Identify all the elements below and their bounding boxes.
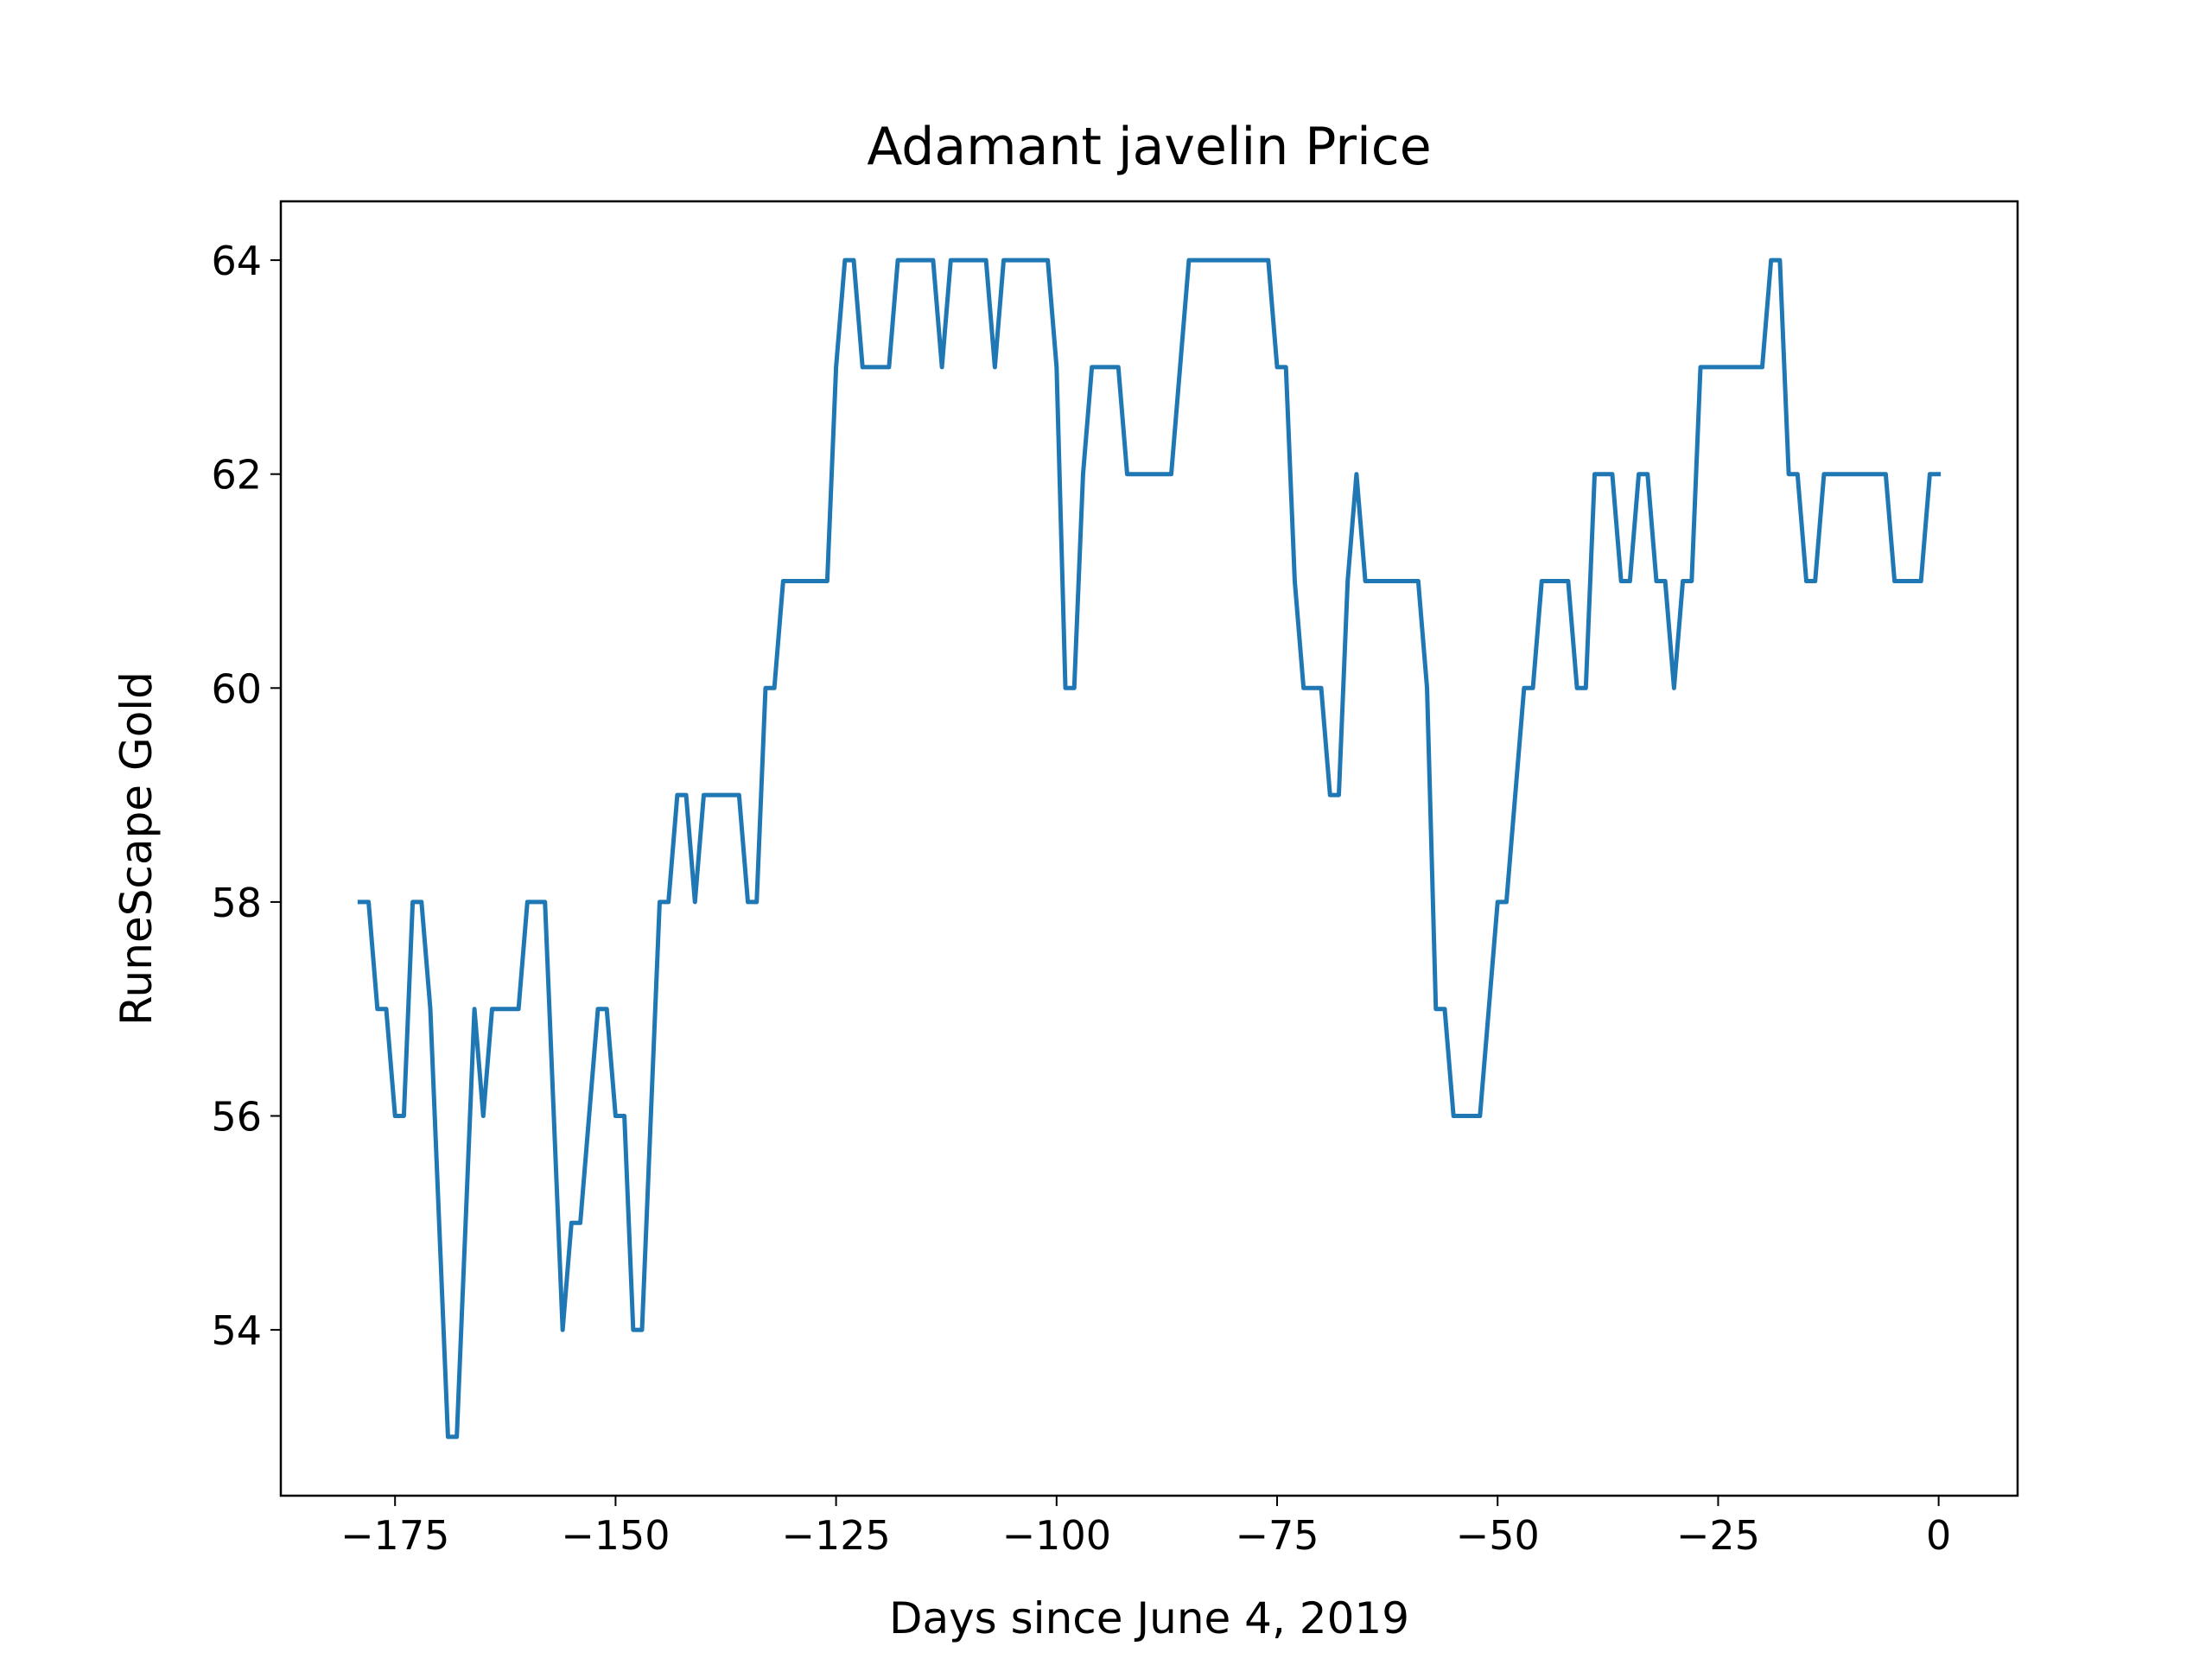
x-axis-label: Days since June 4, 2019 [889,1593,1409,1643]
chart-title: Adamant javelin Price [867,117,1431,177]
y-tick-label: 60 [211,665,262,712]
x-tick-label: −150 [561,1512,670,1559]
x-tick-label: −100 [1002,1512,1111,1559]
price-line [357,257,1942,1440]
x-tick-label: −175 [340,1512,449,1559]
y-tick-label: 54 [211,1307,262,1354]
x-tick-label: −50 [1456,1512,1540,1559]
plot-frame [279,200,2019,1497]
x-tick-label: 0 [1926,1512,1951,1559]
y-tick-label: 56 [211,1094,262,1141]
y-tick-label: 62 [211,452,262,499]
y-tick-label: 58 [211,880,262,926]
y-axis-label: RuneScape Gold [111,671,162,1026]
y-tick-label: 64 [211,238,262,284]
x-tick-label: −75 [1235,1512,1319,1559]
x-tick-label: −25 [1676,1512,1760,1559]
x-tick-label: −125 [781,1512,890,1559]
